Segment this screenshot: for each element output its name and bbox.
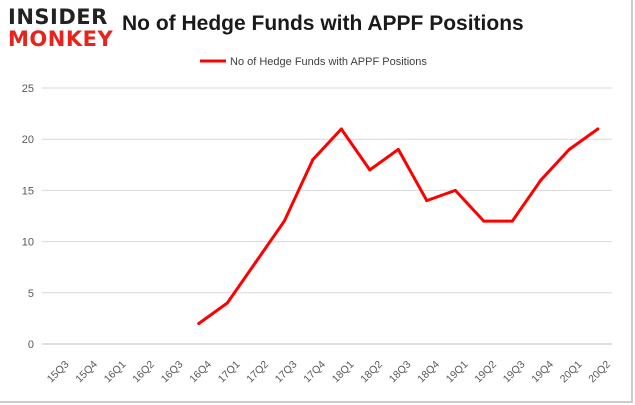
data-point xyxy=(510,219,514,223)
data-point xyxy=(482,219,486,223)
chart-title: No of Hedge Funds with APPF Positions xyxy=(122,12,524,35)
y-tick-label: 0 xyxy=(28,339,34,351)
x-tick-label: 17Q1 xyxy=(216,358,243,385)
y-tick-label: 10 xyxy=(22,237,34,249)
y-tick-label: 25 xyxy=(22,83,34,95)
x-tick-label: 15Q4 xyxy=(73,358,100,385)
x-tick-label: 19Q2 xyxy=(472,358,499,385)
data-point xyxy=(539,178,543,182)
x-tick-label: 20Q2 xyxy=(586,358,613,385)
x-tick-label: 20Q1 xyxy=(558,358,585,385)
logo-line-1: INSIDER xyxy=(8,5,108,29)
data-point xyxy=(339,127,343,131)
x-tick-label: 17Q3 xyxy=(273,358,300,385)
x-tick-label: 18Q1 xyxy=(330,358,357,385)
y-tick-label: 15 xyxy=(22,185,34,197)
x-tick-label: 19Q4 xyxy=(529,358,556,385)
data-point xyxy=(225,301,229,305)
data-point xyxy=(425,199,429,203)
x-tick-label: 16Q2 xyxy=(130,358,157,385)
data-point xyxy=(311,158,315,162)
x-tick-label: 16Q1 xyxy=(102,358,129,385)
x-tick-label: 18Q4 xyxy=(415,358,442,385)
data-point xyxy=(254,260,258,264)
x-tick-label: 17Q4 xyxy=(301,358,328,385)
data-point xyxy=(596,127,600,131)
data-point xyxy=(197,322,201,326)
logo-line-2: MONKEY xyxy=(8,27,114,51)
x-tick-label: 19Q3 xyxy=(501,358,528,385)
insider-monkey-logo: INSIDER MONKEY xyxy=(8,6,118,50)
data-point xyxy=(567,147,571,151)
data-point xyxy=(368,168,372,172)
data-point xyxy=(282,219,286,223)
data-point xyxy=(396,147,400,151)
legend-label: No of Hedge Funds with APPF Positions xyxy=(230,56,427,68)
x-tick-label: 19Q1 xyxy=(444,358,471,385)
series-line xyxy=(197,127,600,325)
x-tick-label: 16Q3 xyxy=(159,358,186,385)
x-tick-label: 16Q4 xyxy=(187,358,214,385)
y-tick-label: 5 xyxy=(28,288,34,300)
x-tick-label: 18Q3 xyxy=(387,358,414,385)
x-tick-label: 17Q2 xyxy=(244,358,271,385)
x-tick-label: 18Q2 xyxy=(358,358,385,385)
data-point xyxy=(453,188,457,192)
x-tick-label: 15Q3 xyxy=(45,358,72,385)
y-tick-label: 20 xyxy=(22,134,34,146)
